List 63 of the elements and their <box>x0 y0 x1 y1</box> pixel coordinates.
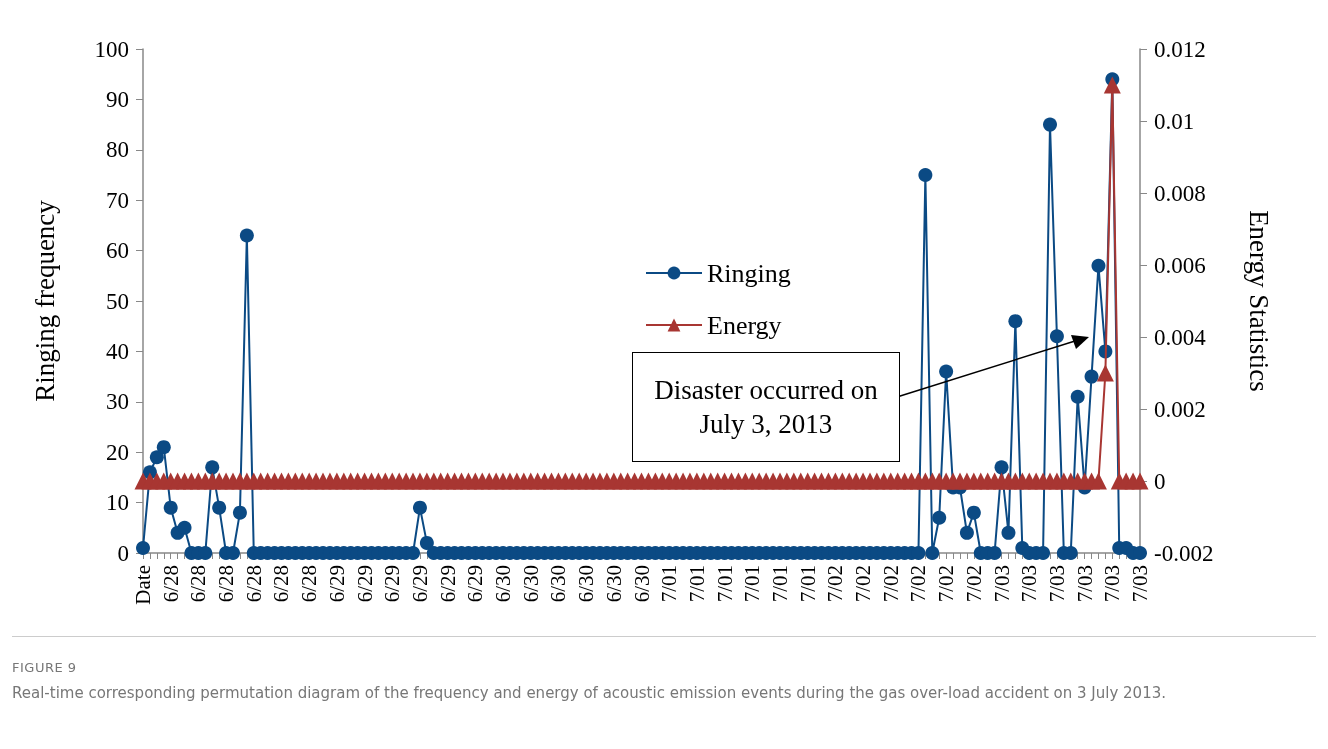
y2-tick-label: 0.012 <box>1154 36 1206 62</box>
x-tick-label: 7/02 <box>934 565 959 603</box>
y-tick-label: 70 <box>106 187 129 213</box>
x-tick-label: 7/03 <box>1017 565 1042 603</box>
x-tick-label: 7/03 <box>1072 565 1097 603</box>
x-tick-label: 7/01 <box>684 565 709 603</box>
x-tick-label: 7/03 <box>1128 565 1152 603</box>
annotation: Disaster occurred on July 3, 2013 <box>632 352 900 462</box>
x-tick-label: 7/02 <box>961 565 986 603</box>
x-tick-label: 6/30 <box>601 565 626 603</box>
y2-tick-label: 0.004 <box>1154 324 1207 350</box>
y2-tick-label: 0.01 <box>1154 108 1195 134</box>
y2-tick-label: 0.008 <box>1154 180 1206 206</box>
x-tick-label: 7/02 <box>823 565 848 603</box>
y-tick-label: 100 <box>94 36 129 62</box>
y-tick-label: 90 <box>106 86 129 112</box>
y-tick-label: 20 <box>106 439 129 465</box>
y-tick-label: 50 <box>106 288 129 314</box>
y2-tick-label: -0.002 <box>1154 540 1214 566</box>
x-tick-label: 7/03 <box>989 565 1014 603</box>
x-tick-label: 6/29 <box>463 565 488 603</box>
legend-label: Ringing <box>707 258 791 288</box>
x-tick-label: 6/30 <box>574 565 599 603</box>
x-tick-label: 6/28 <box>214 565 239 603</box>
x-tick-label: 7/02 <box>851 565 876 603</box>
x-tick-label: 6/29 <box>324 565 349 603</box>
y2-tick-label: 0 <box>1154 468 1166 494</box>
y-tick-label: 60 <box>106 238 129 264</box>
x-tick-label: Date <box>131 565 155 605</box>
y2-tick-label: 0.006 <box>1154 252 1206 278</box>
x-tick-label: 6/29 <box>407 565 432 603</box>
x-tick-label: 6/28 <box>297 565 322 603</box>
x-tick-label: 7/01 <box>712 565 737 603</box>
y-tick-label: 10 <box>106 490 129 516</box>
y-tick-label: 40 <box>106 338 129 364</box>
x-tick-label: 6/28 <box>269 565 294 603</box>
text: Real-time corresponding permutation diagram of the frequency and energy of acoustic emission events during the gas over-load accident on 3 July 2013. <box>12 683 1167 704</box>
x-tick-label: 7/02 <box>878 565 903 603</box>
x-tick-label: 7/01 <box>767 565 792 603</box>
x-tick-label: 6/30 <box>629 565 654 603</box>
y-tick-label: 0 <box>117 540 129 566</box>
x-tick-label: 7/02 <box>906 565 931 603</box>
y-axis-title: Ringing frequency <box>29 199 60 402</box>
y-tick-label: 30 <box>106 389 129 415</box>
x-tick-label: 7/01 <box>795 565 820 603</box>
x-tick-label: 7/01 <box>740 565 765 603</box>
x-tick-label: 6/29 <box>352 565 377 603</box>
x-tick-label: 6/30 <box>518 565 543 603</box>
x-tick-label: 6/28 <box>186 565 211 603</box>
x-tick-label: 7/03 <box>1044 565 1069 603</box>
y-tick-label: 80 <box>106 137 129 163</box>
legend-label: Energy <box>707 310 782 340</box>
caption: FIGURE 9 <box>12 660 77 675</box>
y2-axis-title: Energy Statistics <box>1243 210 1274 392</box>
y2-tick-label: 0.002 <box>1154 396 1206 422</box>
x-tick-label: 6/28 <box>158 565 183 603</box>
x-tick-label: 6/29 <box>435 565 460 603</box>
x-tick-label: 6/29 <box>380 565 405 603</box>
x-tick-label: 7/01 <box>657 565 682 603</box>
x-tick-label: 6/30 <box>546 565 571 603</box>
x-tick-label: 6/30 <box>491 565 516 603</box>
x-tick-label: 7/03 <box>1100 565 1125 603</box>
x-tick-label: 6/28 <box>241 565 266 603</box>
